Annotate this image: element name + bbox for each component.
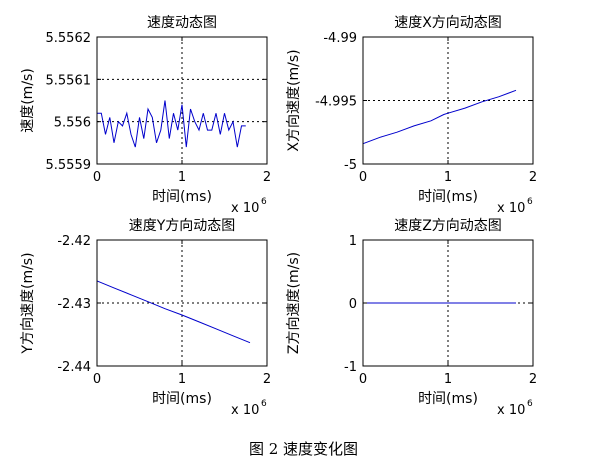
x-tick-label: 1 xyxy=(178,372,186,387)
axes-box xyxy=(96,36,268,165)
y-tick-label: 5.5562 xyxy=(46,31,92,46)
x-tick-label: 1 xyxy=(444,372,452,387)
y-axis-label: 速度(m/s) xyxy=(20,68,36,133)
x-tick-label: 1 xyxy=(178,170,186,185)
y-tick-label: 5.556 xyxy=(54,116,91,131)
x-multiplier-exponent: 6 xyxy=(527,197,533,207)
chart-title: 速度X方向动态图 xyxy=(394,15,502,31)
x-axis-label: 时间(ms) xyxy=(418,391,478,407)
chart-title: 速度动态图 xyxy=(147,15,217,31)
x-multiplier-label: x 10 xyxy=(231,201,259,216)
x-tick-label: 2 xyxy=(529,372,537,387)
y-tick-label: -1 xyxy=(344,360,357,375)
y-axis-label: X方向速度(m/s) xyxy=(286,49,302,151)
y-axis-label: Z方向速度(m/s) xyxy=(286,252,302,354)
y-tick-label: -5 xyxy=(344,158,357,173)
series-line xyxy=(362,89,517,145)
y-tick-label: -2.43 xyxy=(57,297,91,312)
x-tick-label: 0 xyxy=(359,372,367,387)
x-multiplier-label: x 10 xyxy=(497,201,525,216)
x-multiplier-exponent: 6 xyxy=(261,399,267,409)
y-tick-label: 5.5559 xyxy=(46,158,92,173)
x-multiplier-exponent: 6 xyxy=(261,197,267,207)
x-axis-label: 时间(ms) xyxy=(152,189,212,205)
x-multiplier-label: x 10 xyxy=(231,403,259,418)
x-tick-label: 0 xyxy=(359,170,367,185)
x-tick-label: 0 xyxy=(93,170,101,185)
y-axis-label: Y方向速度(m/s) xyxy=(20,252,36,354)
y-tick-label: 1 xyxy=(349,234,357,249)
chart-title: 速度Z方向动态图 xyxy=(394,218,502,234)
series-line xyxy=(96,280,251,344)
x-tick-label: 2 xyxy=(263,170,271,185)
x-axis-label: 时间(ms) xyxy=(418,189,478,205)
x-tick-label: 1 xyxy=(444,170,452,185)
x-axis-label: 时间(ms) xyxy=(152,391,212,407)
y-tick-label: -2.42 xyxy=(57,234,91,249)
x-multiplier-exponent: 6 xyxy=(527,399,533,409)
y-tick-label: 0 xyxy=(349,297,357,312)
y-tick-label: -4.99 xyxy=(323,31,357,46)
y-tick-label: -4.995 xyxy=(315,95,357,110)
x-tick-label: 2 xyxy=(263,372,271,387)
chart-title: 速度Y方向动态图 xyxy=(129,218,236,234)
x-tick-label: 2 xyxy=(529,170,537,185)
y-tick-label: -2.44 xyxy=(57,360,91,375)
figure-caption: 图 2 速度变化图 xyxy=(248,440,359,458)
series-line xyxy=(97,100,246,148)
y-tick-label: 5.5561 xyxy=(46,73,92,88)
x-multiplier-label: x 10 xyxy=(497,403,525,418)
x-tick-label: 0 xyxy=(93,372,101,387)
